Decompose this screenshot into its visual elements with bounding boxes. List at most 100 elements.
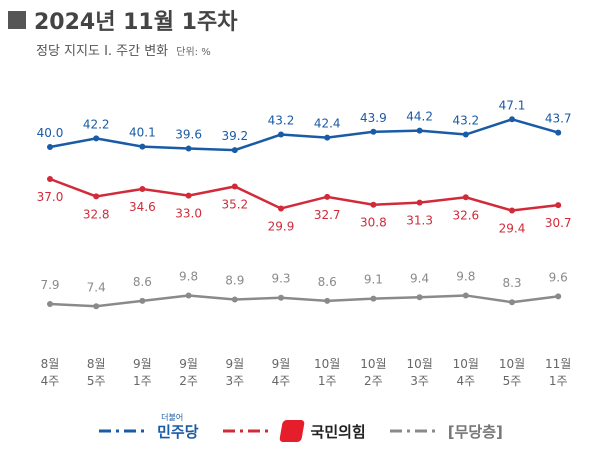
unit-label: 단위: % bbox=[176, 47, 211, 58]
point-none-4 bbox=[231, 296, 238, 303]
data-label-dem-7: 43.9 bbox=[360, 111, 387, 125]
legend-item-dem: 더불어 민주당 bbox=[97, 413, 199, 442]
data-label-ppp-5: 29.9 bbox=[268, 219, 295, 233]
data-label-dem-0: 40.0 bbox=[37, 126, 64, 140]
legend-item-ppp: 국민의힘 bbox=[221, 420, 366, 442]
point-ppp-6 bbox=[324, 193, 331, 200]
series-none: 7.9 7.4 8.6 9.8 8.9 9.3 8.6 9.1 9.4 9.8 8.3 9.6 bbox=[40, 269, 568, 310]
point-dem-11 bbox=[555, 129, 562, 136]
data-label-ppp-4: 35.2 bbox=[221, 197, 248, 211]
data-label-ppp-0: 37.0 bbox=[37, 190, 64, 204]
point-dem-3 bbox=[185, 145, 192, 152]
legend-line-ppp bbox=[222, 429, 271, 433]
point-dem-5 bbox=[278, 131, 284, 138]
x-tick-label-7: 10월 2주 bbox=[360, 357, 386, 388]
x-tick-label-6: 10월 1주 bbox=[314, 357, 340, 388]
data-label-none-8: 9.4 bbox=[410, 271, 429, 285]
series-ppp: 37.0 32.8 34.6 33.0 35.2 29.9 32.7 30.8 31.3 32.6… bbox=[37, 176, 572, 236]
title-row: 2024년 11월 1주차 bbox=[8, 4, 237, 36]
series-dem: 40.0 42.2 40.1 39.6 39.2 43.2 42.4 43.9 44.2 43.2… bbox=[37, 98, 572, 154]
chart-subtitle: 정당 지지도 Ⅰ. 주간 변화 단위: % bbox=[36, 40, 211, 59]
point-dem-8 bbox=[416, 127, 423, 134]
legend-label-none: [무당층] bbox=[447, 422, 503, 441]
point-ppp-10 bbox=[509, 207, 515, 214]
data-label-none-0: 7.9 bbox=[40, 278, 59, 292]
legend-label-ppp: 국민의힘 bbox=[310, 422, 366, 441]
x-tick-label-0: 8월 4주 bbox=[41, 357, 60, 388]
data-label-dem-1: 42.2 bbox=[83, 117, 110, 131]
point-none-10 bbox=[509, 299, 515, 306]
data-label-none-6: 8.6 bbox=[318, 275, 337, 289]
ppp-logo-icon bbox=[278, 420, 305, 442]
data-label-none-11: 9.6 bbox=[549, 270, 568, 284]
data-label-ppp-10: 29.4 bbox=[499, 222, 526, 236]
data-label-none-2: 8.6 bbox=[133, 275, 152, 289]
data-label-dem-10: 47.1 bbox=[499, 98, 526, 112]
data-label-dem-3: 39.6 bbox=[175, 128, 202, 142]
data-label-ppp-1: 32.8 bbox=[83, 207, 110, 221]
point-none-3 bbox=[185, 292, 192, 299]
point-none-6 bbox=[324, 297, 331, 304]
data-label-ppp-2: 34.6 bbox=[129, 200, 156, 214]
data-label-none-7: 9.1 bbox=[364, 273, 383, 287]
data-label-none-4: 8.9 bbox=[225, 274, 244, 288]
x-tick-label-4: 9월 3주 bbox=[225, 357, 244, 388]
point-none-9 bbox=[462, 292, 469, 299]
x-tick-label-2: 9월 1주 bbox=[133, 357, 152, 388]
legend: 더불어 민주당 국민의힘 [무당층] bbox=[0, 413, 600, 442]
legend-item-none: [무당층] bbox=[388, 421, 503, 442]
x-tick-label-1: 8월 5주 bbox=[87, 357, 106, 388]
data-label-ppp-11: 30.7 bbox=[545, 216, 572, 230]
point-ppp-5 bbox=[278, 205, 284, 212]
point-ppp-7 bbox=[370, 201, 377, 208]
data-label-ppp-6: 32.7 bbox=[314, 208, 341, 222]
point-dem-4 bbox=[231, 147, 238, 154]
point-none-1 bbox=[93, 303, 100, 310]
data-label-none-5: 9.3 bbox=[271, 272, 290, 286]
series-line-dem bbox=[49, 118, 559, 152]
data-label-ppp-7: 30.8 bbox=[360, 216, 387, 230]
point-dem-7 bbox=[370, 128, 377, 135]
point-none-5 bbox=[278, 294, 284, 301]
point-ppp-9 bbox=[462, 194, 469, 201]
data-label-dem-5: 43.2 bbox=[268, 114, 295, 128]
page-title: 2024년 11월 1주차 bbox=[34, 10, 238, 35]
legend-label-dem: 민주당 bbox=[157, 422, 199, 441]
data-label-ppp-3: 33.0 bbox=[175, 207, 202, 221]
data-label-none-3: 9.8 bbox=[179, 269, 198, 283]
point-ppp-4 bbox=[231, 183, 238, 190]
data-label-ppp-8: 31.3 bbox=[406, 214, 433, 228]
subtitle-text: 정당 지지도 Ⅰ. 주간 변화 bbox=[36, 44, 169, 59]
x-tick-label-11: 11월 1주 bbox=[545, 357, 571, 388]
data-label-none-10: 8.3 bbox=[502, 276, 521, 290]
point-dem-0 bbox=[47, 144, 53, 150]
data-label-dem-11: 43.7 bbox=[545, 112, 572, 126]
point-none-7 bbox=[370, 295, 377, 302]
point-ppp-3 bbox=[185, 192, 192, 199]
point-dem-1 bbox=[93, 135, 100, 142]
x-tick-label-10: 10월 5주 bbox=[499, 357, 525, 388]
data-label-dem-9: 43.2 bbox=[452, 114, 479, 128]
point-none-0 bbox=[47, 301, 53, 307]
point-ppp-1 bbox=[93, 193, 100, 200]
legend-dem-small: 더불어 bbox=[161, 412, 184, 422]
x-tick-label-5: 9월 4주 bbox=[272, 357, 291, 388]
series-line-ppp bbox=[49, 177, 559, 212]
title-square-icon bbox=[8, 11, 26, 29]
x-tick-label-3: 9월 2주 bbox=[179, 357, 198, 388]
data-label-none-9: 9.8 bbox=[456, 269, 475, 283]
series-line-none bbox=[49, 294, 559, 308]
x-tick-label-9: 10월 4주 bbox=[453, 357, 479, 388]
line-chart: 40.0 42.2 40.1 39.6 39.2 43.2 42.4 43.9 44.2 43.2… bbox=[37, 98, 572, 388]
data-label-dem-8: 44.2 bbox=[406, 110, 433, 124]
point-dem-9 bbox=[462, 131, 469, 138]
x-tick-label-8: 10월 3주 bbox=[406, 357, 432, 388]
point-dem-6 bbox=[324, 134, 331, 141]
point-ppp-11 bbox=[555, 202, 562, 209]
legend-line-none bbox=[389, 429, 438, 433]
point-none-8 bbox=[416, 294, 423, 301]
data-label-dem-4: 39.2 bbox=[221, 129, 248, 143]
data-label-none-1: 7.4 bbox=[87, 280, 106, 294]
point-ppp-0 bbox=[47, 176, 53, 182]
point-dem-10 bbox=[509, 116, 515, 123]
